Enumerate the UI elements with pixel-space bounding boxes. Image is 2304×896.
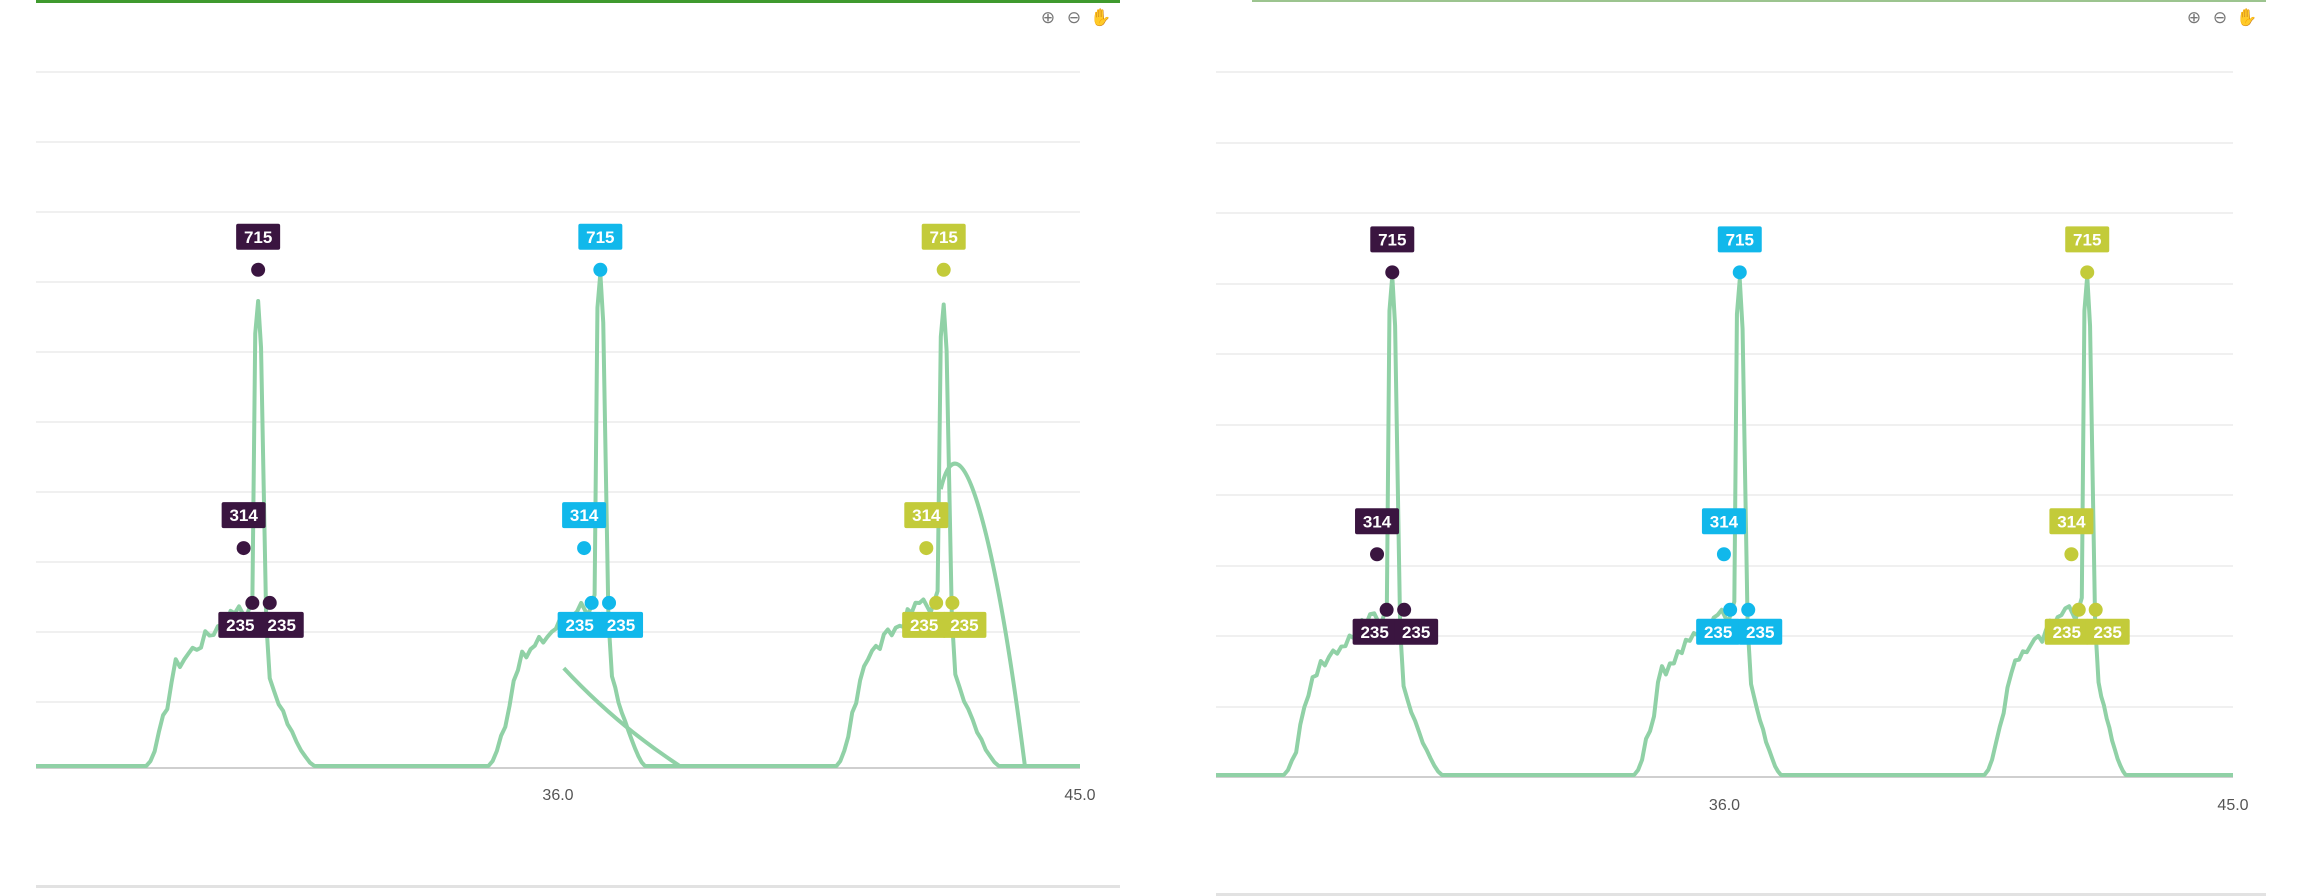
peak-marker-dot[interactable]: [1732, 265, 1747, 280]
peak-label: 715: [1726, 230, 1754, 249]
peak-label-box: [1394, 618, 1439, 645]
peak-marker-dot[interactable]: [2064, 547, 2079, 562]
peak-label-box: [599, 611, 644, 638]
peak-label-box: [2065, 226, 2110, 253]
peak-marker-dot[interactable]: [2071, 602, 2086, 617]
chart-toolbar: ⊕ ⊖ ✋: [2184, 8, 2258, 28]
peak-label: 715: [2073, 230, 2101, 249]
peak-label: 235: [1746, 623, 1774, 642]
peak-label-box: [1701, 508, 1746, 535]
zoom-in-icon[interactable]: ⊕: [2186, 8, 2202, 27]
peak-label: 235: [1360, 623, 1388, 642]
peak-label: 314: [1710, 512, 1739, 531]
peak-marker-dot[interactable]: [1379, 602, 1394, 617]
peak-label: 235: [950, 616, 978, 635]
peak-label: 235: [1402, 623, 1430, 642]
zoom-out-icon[interactable]: ⊖: [2212, 8, 2228, 27]
gridlines: [36, 71, 1080, 703]
chart-panel-left: ⊕ ⊖ ✋ 36.0 45.0 715 314 235 235 715 314 235 235 71…: [0, 0, 1120, 896]
peak-label: 235: [226, 616, 254, 635]
panel-accent-bar: [36, 0, 1120, 3]
panel-accent-bar: [1252, 0, 2266, 2]
peak-marker-dot[interactable]: [1723, 602, 1738, 617]
panel-bottom-rule: [36, 885, 1120, 888]
x-tick-label: 45.0: [1064, 787, 1095, 804]
peak-label-box: [902, 611, 947, 638]
peak-marker-dot[interactable]: [1716, 547, 1731, 562]
peak-label: 715: [244, 228, 272, 247]
peak-marker-dot[interactable]: [577, 541, 592, 556]
peak-label-box: [2044, 618, 2089, 645]
peak-marker-dot[interactable]: [593, 262, 608, 277]
peak-label-box: [2049, 508, 2094, 535]
peak-label: 314: [912, 506, 941, 525]
pan-hand-icon[interactable]: ✋: [1090, 8, 1112, 27]
peak-label: 715: [1378, 230, 1406, 249]
chromatogram-chart-right[interactable]: 36.0 45.0 715 314 235 235 715 314 235 235 715 314 23…: [1216, 0, 2266, 896]
peak-marker-dot[interactable]: [919, 541, 934, 556]
peak-markers: 715 314 235 235 715 314 235 235 715 314 235 235: [1352, 226, 2130, 645]
chromatogram-chart-left[interactable]: 36.0 45.0 715 314 235 235 715 314 235 235 715 314 23…: [0, 0, 1120, 896]
x-tick-label: 36.0: [1709, 797, 1740, 814]
peak-label: 235: [607, 616, 635, 635]
peak-label-box: [942, 611, 987, 638]
peak-label: 314: [229, 506, 258, 525]
peak-label: 235: [910, 616, 938, 635]
peak-label: 715: [586, 228, 614, 247]
peak-label: 235: [2094, 623, 2122, 642]
peak-label: 715: [930, 228, 958, 247]
x-tick-label: 36.0: [542, 787, 573, 804]
peak-label: 235: [565, 616, 593, 635]
peak-markers: 715 314 235 235 715 314 235 235 715 314 235 235: [218, 223, 987, 638]
peak-label-box: [1696, 618, 1741, 645]
peak-marker-dot[interactable]: [245, 595, 260, 610]
peak-marker-dot[interactable]: [1370, 547, 1385, 562]
peak-marker-dot[interactable]: [236, 541, 251, 556]
peak-marker-dot[interactable]: [1385, 265, 1400, 280]
peak-label: 314: [570, 506, 599, 525]
trace-overlay: [562, 666, 681, 768]
peak-label-box: [2085, 618, 2130, 645]
peak-label-box: [1717, 226, 1762, 253]
peak-label-box: [1352, 618, 1397, 645]
peak-marker-dot[interactable]: [1397, 602, 1412, 617]
x-tick-label: 45.0: [2217, 797, 2248, 814]
peak-marker-dot[interactable]: [936, 262, 951, 277]
zoom-out-icon[interactable]: ⊖: [1066, 8, 1082, 27]
peak-marker-dot[interactable]: [251, 262, 266, 277]
panel-bottom-rule: [1216, 893, 2266, 896]
chart-panel-right: ⊕ ⊖ ✋ 36.0 45.0 715 314 235 235 715 314 235 235 71…: [1216, 0, 2266, 896]
peak-marker-dot[interactable]: [2080, 265, 2095, 280]
peak-label-box: [236, 223, 281, 250]
peak-label-box: [562, 502, 607, 529]
peak-label-box: [921, 223, 966, 250]
peak-label: 314: [1363, 512, 1392, 531]
peak-marker-dot[interactable]: [584, 595, 599, 610]
peak-label-box: [578, 223, 623, 250]
peak-label: 235: [2053, 623, 2081, 642]
peak-marker-dot[interactable]: [929, 595, 944, 610]
peak-label: 314: [2057, 512, 2086, 531]
peak-marker-dot[interactable]: [602, 595, 617, 610]
zoom-in-icon[interactable]: ⊕: [1040, 8, 1056, 27]
peak-label-box: [1738, 618, 1783, 645]
peak-label-box: [218, 611, 263, 638]
peak-label-box: [259, 611, 304, 638]
chart-toolbar: ⊕ ⊖ ✋: [1038, 8, 1112, 28]
peak-marker-dot[interactable]: [2088, 602, 2103, 617]
peak-label-box: [557, 611, 602, 638]
peak-label-box: [221, 502, 266, 529]
peak-label-box: [1355, 508, 1400, 535]
peak-label: 235: [1704, 623, 1732, 642]
peak-label: 235: [268, 616, 296, 635]
peak-marker-dot[interactable]: [262, 595, 277, 610]
peak-marker-dot[interactable]: [945, 595, 960, 610]
peak-marker-dot[interactable]: [1741, 602, 1756, 617]
peak-label-box: [1370, 226, 1415, 253]
trace-overlay: [938, 461, 1027, 767]
peak-label-box: [904, 502, 949, 529]
pan-hand-icon[interactable]: ✋: [2236, 8, 2258, 27]
